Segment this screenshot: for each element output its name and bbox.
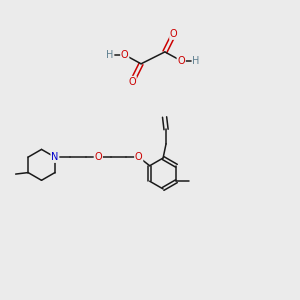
Text: O: O (121, 50, 128, 60)
Text: O: O (170, 29, 178, 39)
Text: O: O (128, 76, 136, 87)
Text: H: H (106, 50, 114, 60)
Text: O: O (177, 56, 185, 66)
Text: O: O (94, 152, 102, 162)
Text: H: H (192, 56, 200, 66)
Text: N: N (51, 152, 58, 162)
Text: O: O (135, 152, 142, 162)
